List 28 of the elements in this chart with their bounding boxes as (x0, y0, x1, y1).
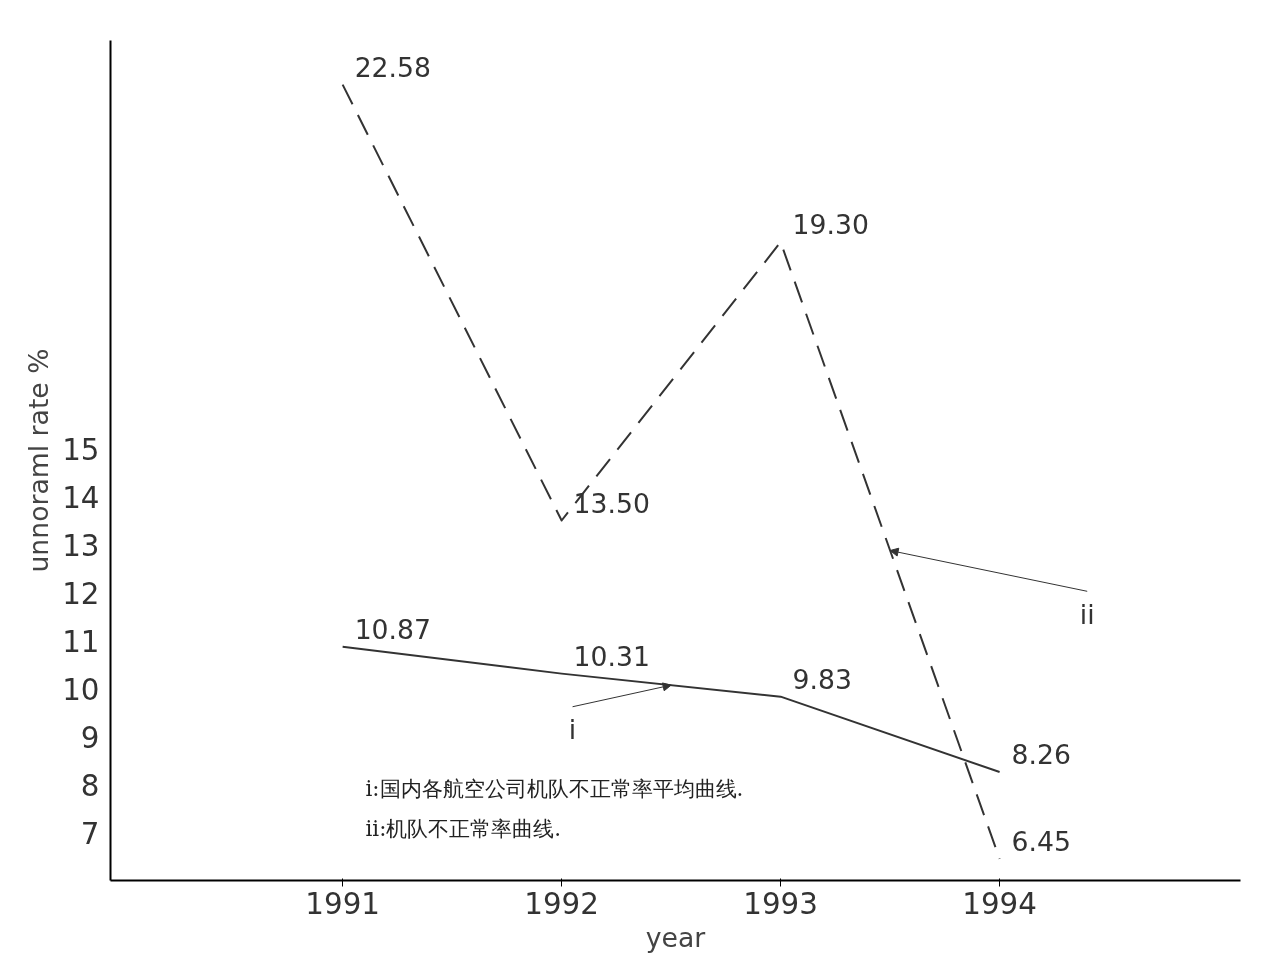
y-tick-label: 7 (80, 816, 100, 851)
y-tick-label: 9 (80, 720, 100, 755)
y-tick-label: 8 (80, 768, 100, 803)
y-tick-label: 11 (62, 624, 100, 659)
line-series (341, 83, 1001, 860)
data-label: 10.87 (354, 613, 431, 645)
y-tick-label: 12 (62, 576, 100, 611)
x-tick-label: 1992 (524, 886, 599, 921)
x-axis-title: year (645, 921, 706, 953)
annotation: ii:机队不正常率曲线. (365, 815, 562, 841)
x-tick-label: 1994 (962, 886, 1037, 921)
data-label: 19.30 (792, 209, 869, 241)
y-axis-title: unnoraml rate % (23, 348, 55, 573)
y-tick-label: 13 (62, 528, 100, 563)
y-tick-label: 15 (62, 432, 100, 467)
data-label: 8.26 (1011, 739, 1071, 771)
y-tick-label: 10 (62, 672, 100, 707)
data-label: 10.31 (573, 640, 650, 672)
text: ii (1079, 598, 1095, 630)
annotation: i:国内各航空公司机队不正常率平均曲线. (365, 775, 744, 801)
data-label: 13.50 (573, 487, 650, 519)
data-label: 6.45 (1011, 825, 1071, 857)
x-tick-label: 1991 (305, 886, 380, 921)
data-label: 22.58 (354, 51, 431, 83)
x-tick-label: 1993 (743, 886, 818, 921)
series-label: i (568, 713, 577, 745)
data-label: 9.83 (792, 663, 852, 695)
y-tick-label: 14 (62, 480, 100, 515)
